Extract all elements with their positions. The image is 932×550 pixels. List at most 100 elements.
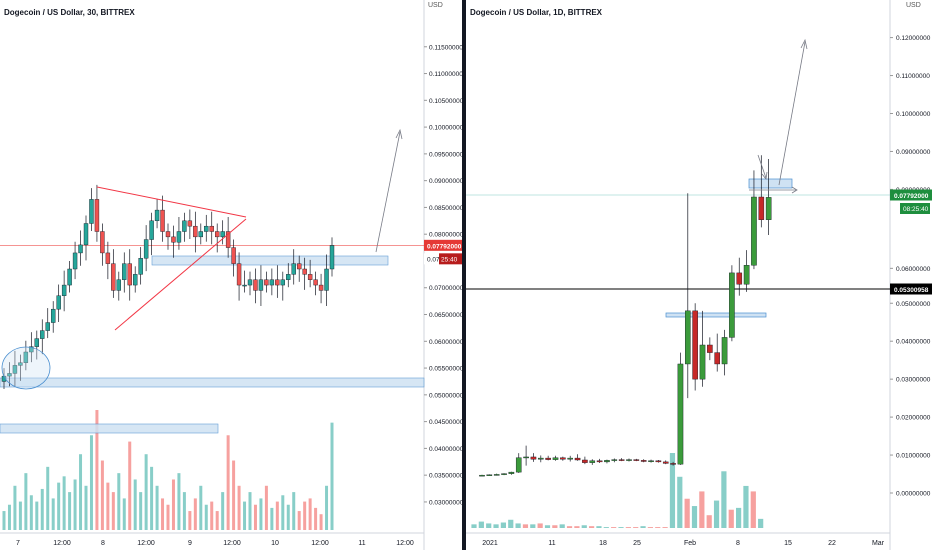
candle-body xyxy=(89,199,94,224)
volume-bar xyxy=(243,501,247,530)
candle-body xyxy=(275,279,280,286)
y-tick-label: 0.11000000 xyxy=(896,73,930,80)
volume-bar xyxy=(199,485,203,530)
candle-body xyxy=(61,284,67,296)
candle-body xyxy=(530,456,537,460)
x-tick-label: 9 xyxy=(188,540,192,547)
candle-body xyxy=(648,460,654,462)
candle-body xyxy=(23,351,29,363)
volume-bar xyxy=(166,504,170,530)
y-tick-label: 0.11000000 xyxy=(429,71,462,78)
candle-body xyxy=(692,310,698,380)
right-chart-svg[interactable]: 0.12000000 0.11000000 0.10000000 0.09000000… xyxy=(466,0,932,550)
volume-bar xyxy=(7,504,11,530)
volume-bar xyxy=(486,523,492,528)
candle-body xyxy=(220,231,225,238)
volume-bar xyxy=(508,519,514,528)
volume-bar xyxy=(618,527,624,528)
candle-body xyxy=(132,274,138,286)
x-tick-label: 12:00 xyxy=(137,540,155,547)
volume-bar xyxy=(552,525,558,528)
y-tick-label: 0.07000000 xyxy=(429,285,462,292)
x-tick-label: Mar xyxy=(872,540,885,547)
candle-body xyxy=(18,362,23,366)
candle-body xyxy=(765,197,772,220)
volume-bar xyxy=(611,527,617,528)
volume-bar xyxy=(566,526,573,528)
candle-body xyxy=(329,245,335,270)
breakout-zone-box xyxy=(665,312,767,318)
horizontal-arrow-head xyxy=(791,186,798,194)
y-tick-label: 0.03000000 xyxy=(896,377,931,384)
right-chart-pane[interactable]: 0.12000000 0.11000000 0.10000000 0.09000000… xyxy=(466,0,932,550)
candle-body xyxy=(684,310,691,365)
candle-body xyxy=(699,344,706,380)
x-tick-label: 8 xyxy=(736,540,740,547)
volume-bar xyxy=(133,479,137,530)
volume-bar xyxy=(221,492,225,530)
volume-bar xyxy=(210,501,214,530)
y-tick-label: 0.04000000 xyxy=(429,446,462,453)
left-chart-pane[interactable]: 0.11500000 0.11000000 0.10500000 0.10000000… xyxy=(0,0,462,550)
candle-body xyxy=(707,344,713,353)
pane-divider[interactable] xyxy=(462,0,466,550)
volume-bar xyxy=(286,504,290,530)
target-arrow-head xyxy=(761,171,768,180)
volume-bar xyxy=(662,527,668,528)
candle-body xyxy=(751,196,757,266)
volume-bar xyxy=(750,491,756,528)
volume-bar xyxy=(57,482,61,530)
x-tick-label: 15 xyxy=(784,540,792,547)
right-currency-label: USD xyxy=(906,2,921,9)
volume-bar xyxy=(73,479,77,530)
projection-arrow-head xyxy=(395,128,403,140)
volume-bar xyxy=(79,454,83,530)
volume-bar xyxy=(603,527,609,528)
candle-body xyxy=(611,459,618,461)
candle-body xyxy=(589,460,596,463)
y-tick-label: 0.04500000 xyxy=(429,419,462,426)
candle-body xyxy=(51,308,56,323)
price-label-box xyxy=(890,189,932,201)
candle-body xyxy=(258,279,264,291)
candle-body xyxy=(633,459,640,461)
left-chart-svg[interactable]: 0.11500000 0.11000000 0.10500000 0.10000000… xyxy=(0,0,462,550)
candle-body xyxy=(501,473,507,475)
left-currency-label: USD xyxy=(428,2,443,9)
volume-bar xyxy=(537,523,543,528)
volume-bar xyxy=(677,476,683,528)
level-label-box xyxy=(890,283,932,295)
volume-bar xyxy=(297,511,301,530)
candle-body xyxy=(604,460,610,463)
projection-arrow-line xyxy=(375,131,401,253)
volume-bar xyxy=(177,473,181,530)
volume-bar xyxy=(589,526,595,528)
y-tick-label: 0.12000000 xyxy=(896,35,931,42)
volume-bar xyxy=(89,435,93,530)
volume-bar xyxy=(68,492,72,530)
candle-body xyxy=(286,274,291,280)
y-tick-label: 0.09000000 xyxy=(896,149,931,156)
candle-body xyxy=(83,223,89,246)
target-zone-box xyxy=(748,178,793,189)
volume-bar xyxy=(106,482,110,530)
volume-bar xyxy=(691,506,698,528)
volume-bar xyxy=(325,485,329,530)
candle-body xyxy=(264,279,269,286)
x-tick-label: 7 xyxy=(16,540,20,547)
volume-bar xyxy=(161,498,165,530)
volume-bar xyxy=(193,498,197,530)
candle-body xyxy=(242,284,247,287)
candle-body xyxy=(670,463,676,465)
candle-body xyxy=(655,460,662,463)
volume-bar xyxy=(259,498,263,530)
candle-body xyxy=(231,247,236,264)
candle-body xyxy=(247,279,253,286)
projection-arrow-head xyxy=(800,38,808,50)
volume-bar xyxy=(706,515,712,528)
volume-bar xyxy=(684,498,690,528)
candle-body xyxy=(552,457,559,460)
countdown-box xyxy=(900,203,930,214)
volume-bar xyxy=(122,498,126,530)
price-label-text: 0.07792000 xyxy=(894,193,929,200)
